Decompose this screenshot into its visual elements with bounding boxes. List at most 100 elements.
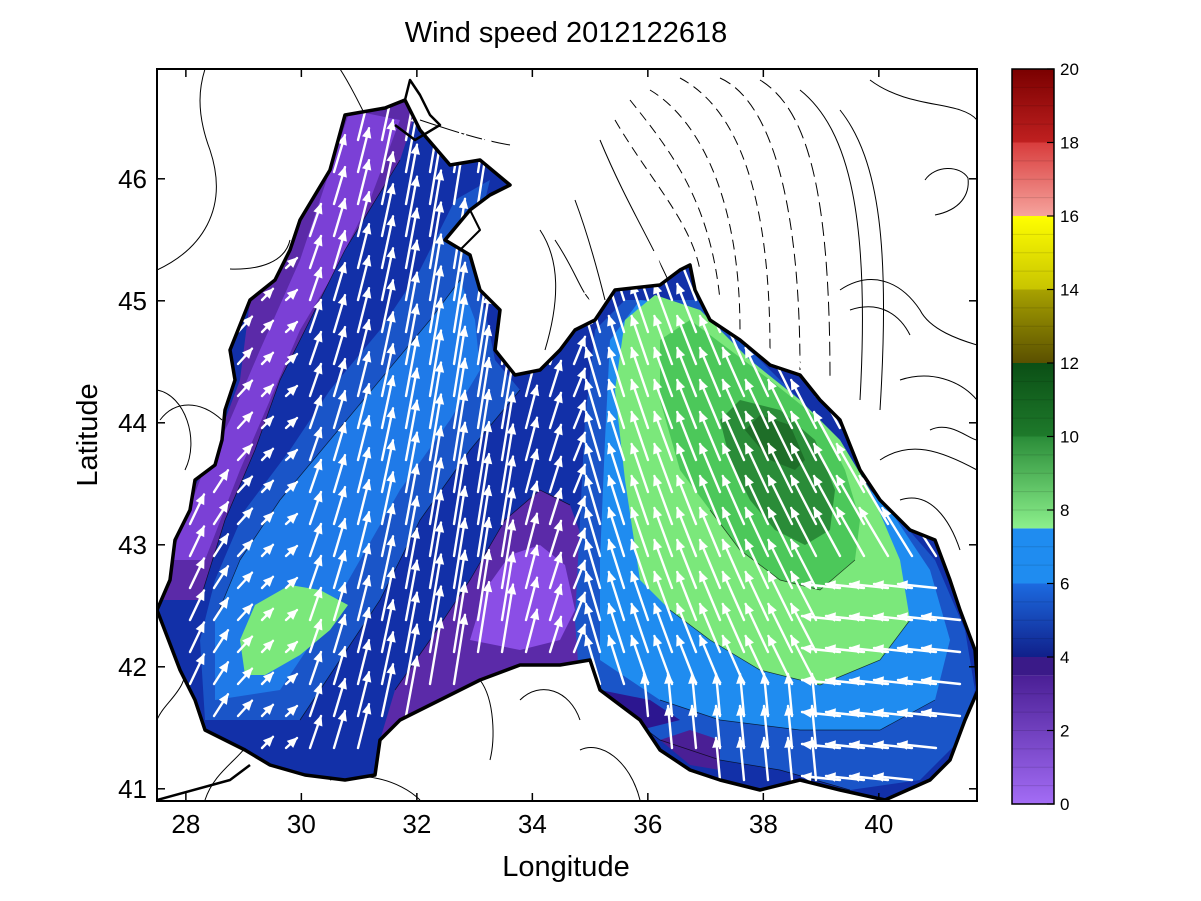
wind-arrow	[260, 415, 275, 430]
wind-arrow	[428, 233, 445, 302]
wind-arrow	[630, 410, 650, 462]
wind-arrow	[404, 175, 420, 238]
wind-arrow	[236, 635, 254, 654]
wind-arrow	[904, 506, 938, 558]
wind-arrow	[332, 517, 347, 558]
wind-arrow	[356, 255, 372, 302]
wind-arrow	[284, 384, 299, 398]
wind-arrow	[308, 618, 323, 654]
wind-arrow	[380, 183, 396, 238]
wind-arrow	[572, 367, 587, 398]
wind-arrow	[260, 319, 275, 334]
wind-arrow	[332, 261, 347, 302]
wind-arrow	[790, 474, 818, 526]
wind-arrow	[584, 634, 602, 686]
wind-arrow	[380, 439, 396, 494]
x-tick-label: 34	[518, 809, 547, 839]
wind-arrow	[698, 346, 722, 398]
wind-arrow	[332, 357, 347, 398]
wind-arrow	[404, 431, 420, 494]
wind-arrow	[676, 282, 698, 334]
wind-arrow	[380, 215, 396, 270]
wind-arrow	[428, 201, 445, 270]
wind-arrow	[760, 704, 770, 750]
wind-arrow	[584, 282, 602, 334]
wind-arrow	[284, 320, 299, 334]
wind-arrow	[698, 538, 722, 590]
wind-arrow	[572, 399, 587, 430]
wind-arrow	[428, 425, 445, 494]
wind-arrow	[572, 431, 587, 462]
wind-arrow	[404, 591, 420, 654]
wind-arrow	[308, 202, 323, 238]
wind-arrow	[548, 519, 563, 558]
wind-arrow	[260, 351, 275, 366]
wind-arrow	[236, 571, 254, 590]
wind-arrow	[260, 511, 275, 526]
wind-arrow	[767, 378, 794, 430]
coastline	[157, 78, 977, 801]
colorbar-band	[1012, 69, 1054, 143]
x-axis: 28 30 32 34 36 38 40	[171, 69, 893, 839]
wind-arrow	[584, 410, 602, 462]
wind-arrow	[744, 474, 770, 526]
wind-arrow	[356, 319, 372, 366]
wind-arrow	[548, 359, 563, 398]
wind-arrow	[744, 570, 770, 622]
wind-arrow	[676, 570, 698, 622]
wind-arrow	[607, 314, 626, 366]
wind-arrow	[308, 522, 323, 558]
colorbar-tick-label: 10	[1060, 428, 1079, 447]
wind-arrow	[260, 479, 275, 494]
wind-arrow	[676, 314, 698, 366]
wind-arrow	[260, 575, 275, 590]
wind-arrow	[698, 410, 722, 462]
wind-arrow	[744, 506, 770, 558]
wind-arrow	[630, 506, 650, 558]
wind-arrow	[524, 576, 540, 622]
y-axis: 41 42 43 44 45 46	[118, 164, 977, 804]
wind-arrow	[428, 553, 445, 622]
wind-arrow	[236, 347, 254, 366]
wind-arrow	[452, 485, 469, 558]
wind-arrow	[584, 378, 602, 430]
wind-arrow	[607, 474, 626, 526]
wind-arrow	[607, 346, 626, 398]
wind-arrow	[284, 288, 299, 302]
wind-arrow	[721, 570, 746, 622]
wind-arrow	[790, 602, 818, 654]
wind-arrow	[260, 447, 275, 462]
colorbar-tick-label: 16	[1060, 207, 1079, 226]
wind-arrow	[308, 650, 323, 686]
wind-arrow	[332, 389, 347, 430]
wind-arrow	[784, 736, 794, 782]
colorbar-band	[1012, 583, 1054, 657]
x-tick-label: 32	[402, 809, 431, 839]
wind-arrow	[428, 265, 445, 334]
wind-arrow	[284, 672, 299, 686]
wind-arrow	[260, 607, 275, 622]
wind-arrow	[653, 250, 674, 302]
wind-arrow	[476, 580, 493, 654]
wind-arrow	[260, 543, 275, 558]
colorbar-tick-label: 12	[1060, 354, 1079, 373]
wind-vectors	[188, 79, 962, 782]
wind-arrow	[188, 493, 206, 526]
wind-arrow	[790, 506, 818, 558]
wind-arrow	[548, 391, 563, 430]
wind-arrow	[284, 608, 299, 622]
wind-arrow	[607, 634, 626, 686]
wind-arrow	[653, 314, 674, 366]
wind-arrow	[920, 612, 962, 622]
wind-arrow	[676, 378, 698, 430]
wind-arrow	[284, 416, 299, 430]
wind-arrow	[188, 653, 206, 686]
wind-arrow	[236, 379, 254, 398]
wind-arrow	[500, 551, 517, 622]
wind-arrow	[896, 580, 938, 590]
wind-arrow	[500, 423, 517, 494]
wind-arrow	[380, 87, 396, 142]
wind-arrow	[790, 410, 818, 462]
wind-arrow	[284, 256, 299, 270]
wind-arrow	[308, 458, 323, 494]
